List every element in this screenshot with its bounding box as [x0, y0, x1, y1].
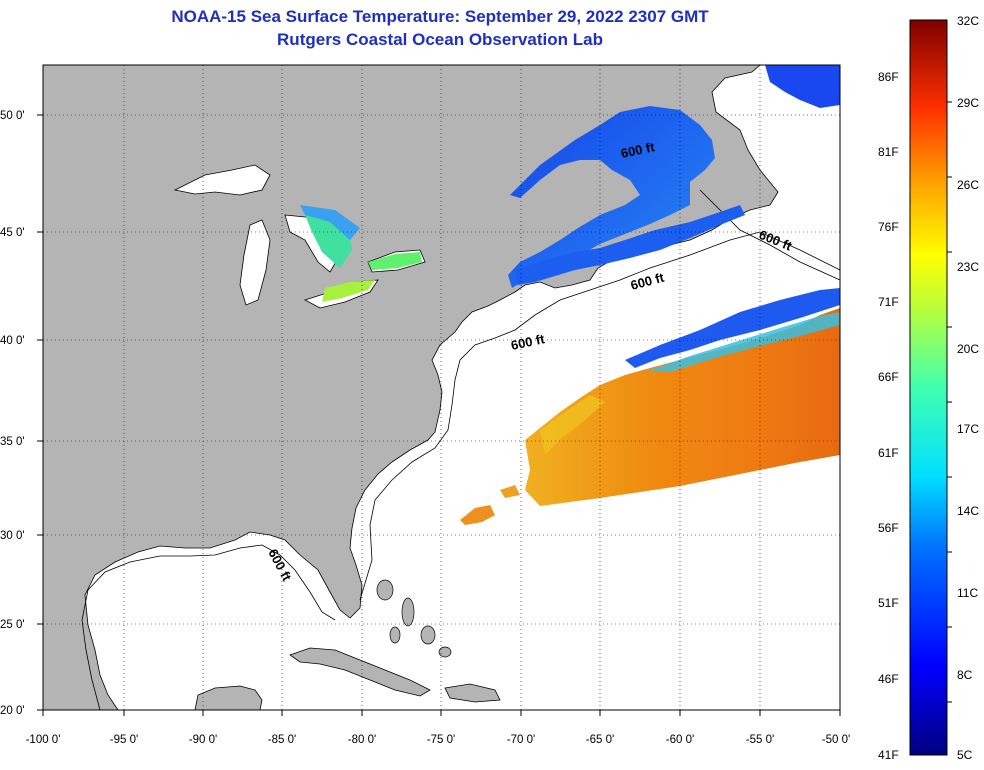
- cuba-land: [289, 647, 431, 697]
- colorbar-fahrenheit-86: 86F: [878, 70, 899, 84]
- sst-swath-south-patch: [460, 505, 495, 525]
- colorbar-celsius-11: 11C: [957, 586, 979, 600]
- bahamas-islands: [376, 579, 452, 658]
- map-title: NOAA-15 Sea Surface Temperature: Septemb…: [171, 7, 709, 26]
- sst-lake-huron-cool: [300, 205, 360, 240]
- colorbar-celsius-26: 26C: [957, 178, 980, 192]
- colorbar-fahrenheit-56: 56F: [878, 521, 899, 535]
- sst-warm-swath-edge: [540, 395, 605, 455]
- hispaniola-land: [444, 683, 501, 703]
- lon-label-95: -95 0': [110, 734, 138, 746]
- lon-label-100: -100 0': [26, 734, 61, 746]
- sst-gulf-maine: [515, 205, 745, 285]
- sst-labrador: [765, 65, 840, 108]
- lon-label-90: -90 0': [189, 734, 217, 746]
- colorbar: [909, 19, 948, 756]
- colorbar-fahrenheit-41: 41F: [878, 748, 899, 762]
- lake-michigan: [239, 219, 271, 306]
- grid-lines: [43, 65, 840, 710]
- lon-label-85: -85 0': [268, 734, 296, 746]
- depth-label-midatlantic: 600 ft: [510, 331, 547, 353]
- colorbar-fahrenheit-76: 76F: [878, 220, 899, 234]
- lon-label-65: -65 0': [586, 734, 614, 746]
- colorbar-celsius-8: 8C: [957, 668, 973, 682]
- colorbar-fahrenheit-61: 61F: [878, 446, 899, 460]
- lon-label-50: -50 0': [822, 734, 850, 746]
- sst-swath-south-patch2: [500, 485, 520, 498]
- colorbar-fahrenheit-46: 46F: [878, 672, 899, 686]
- sst-swath-north-cyan: [645, 312, 840, 372]
- colorbar-fahrenheit-51: 51F: [878, 596, 899, 610]
- colorbar-celsius-29: 29C: [957, 96, 980, 110]
- colorbar-celsius-23: 23C: [957, 260, 980, 274]
- lat-label-25: 25 0': [0, 619, 25, 631]
- sst-warm-swath: [525, 308, 840, 506]
- colorbar-celsius-20: 20C: [957, 342, 980, 356]
- axis-ticks: [37, 114, 841, 716]
- lat-label-50: 50 0': [0, 110, 25, 122]
- colorbar-ticks: [947, 101, 952, 703]
- map-subtitle: Rutgers Coastal Ocean Observation Lab: [277, 30, 603, 49]
- yucatan-land: [194, 685, 263, 711]
- lon-label-55: -55 0': [746, 734, 774, 746]
- colorbar-celsius-17: 17C: [957, 422, 980, 436]
- colorbar-celsius-14: 14C: [957, 504, 980, 518]
- lat-label-40: 40 0': [0, 335, 25, 347]
- colorbar-celsius-32: 32C: [957, 14, 980, 28]
- great-lakes: [173, 164, 271, 196]
- sst-gulf-st-lawrence: [508, 106, 715, 288]
- lat-label-30: 30 0': [0, 530, 25, 542]
- colorbar-fahrenheit-81: 81F: [878, 145, 899, 159]
- atlantic-depth-contour: [359, 231, 841, 601]
- lat-label-35: 35 0': [0, 436, 25, 448]
- lon-label-75: -75 0': [427, 734, 455, 746]
- lon-label-70: -70 0': [507, 734, 535, 746]
- sst-swath-north-blue: [625, 288, 840, 368]
- colorbar-fahrenheit-71: 71F: [878, 295, 899, 309]
- lon-label-80: -80 0': [348, 734, 376, 746]
- colorbar-celsius-5: 5C: [957, 748, 973, 762]
- depth-label-gulf-st-lawrence: 600 ft: [620, 139, 657, 161]
- gulf-depth-contour: [81, 544, 336, 711]
- lon-label-60: -60 0': [666, 734, 694, 746]
- lat-label-45: 45 0': [0, 227, 25, 239]
- lat-label-20: 20 0': [0, 705, 25, 717]
- sst-lake-ontario: [368, 252, 422, 270]
- colorbar-fahrenheit-66: 66F: [878, 370, 899, 384]
